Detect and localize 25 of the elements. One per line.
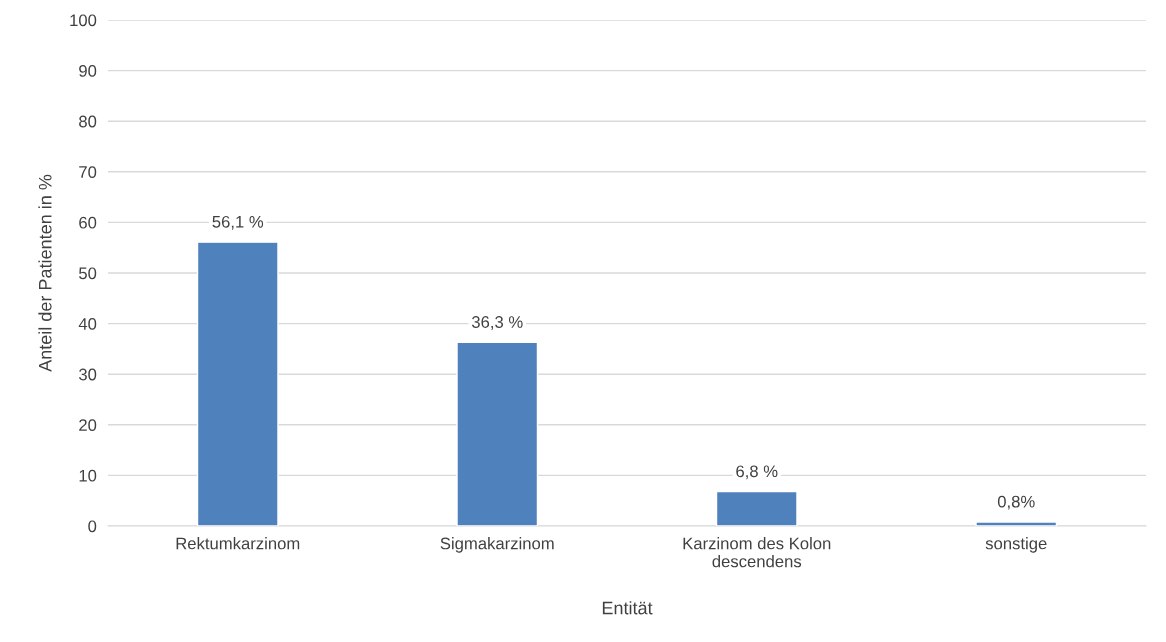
- y-tick-label: 0: [88, 520, 97, 533]
- data-label: 36,3 %: [471, 316, 523, 330]
- y-tick-label: 100: [70, 14, 97, 27]
- x-tick-label: sonstige: [985, 537, 1047, 553]
- bar: [196, 241, 279, 526]
- bar: [456, 341, 539, 526]
- data-label: 6,8 %: [736, 465, 778, 480]
- y-axis-title: Anteil der Patienten in %: [38, 174, 52, 372]
- y-tick-label: 60: [79, 216, 97, 229]
- x-tick-label: Karzinom des Kolon descendens: [683, 537, 831, 568]
- data-label: 0,8%: [997, 495, 1035, 510]
- y-tick-label: 10: [79, 469, 97, 482]
- y-tick-label: 70: [79, 166, 97, 178]
- bar: [975, 521, 1058, 526]
- x-axis-title: Entität: [602, 601, 653, 615]
- y-tick-label: 40: [78, 318, 97, 330]
- x-tick-label: Rektumkarzinom: [176, 537, 300, 550]
- y-tick-label: 30: [78, 368, 97, 381]
- y-tick-label: 50: [79, 267, 97, 280]
- y-tick-label: 80: [79, 115, 97, 128]
- y-tick-label: 20: [79, 419, 97, 431]
- x-tick-label: Sigmakarzinom: [440, 537, 554, 553]
- y-tick-label: 90: [79, 65, 97, 77]
- bar: [715, 490, 798, 526]
- data-label: 56,1 %: [212, 215, 264, 230]
